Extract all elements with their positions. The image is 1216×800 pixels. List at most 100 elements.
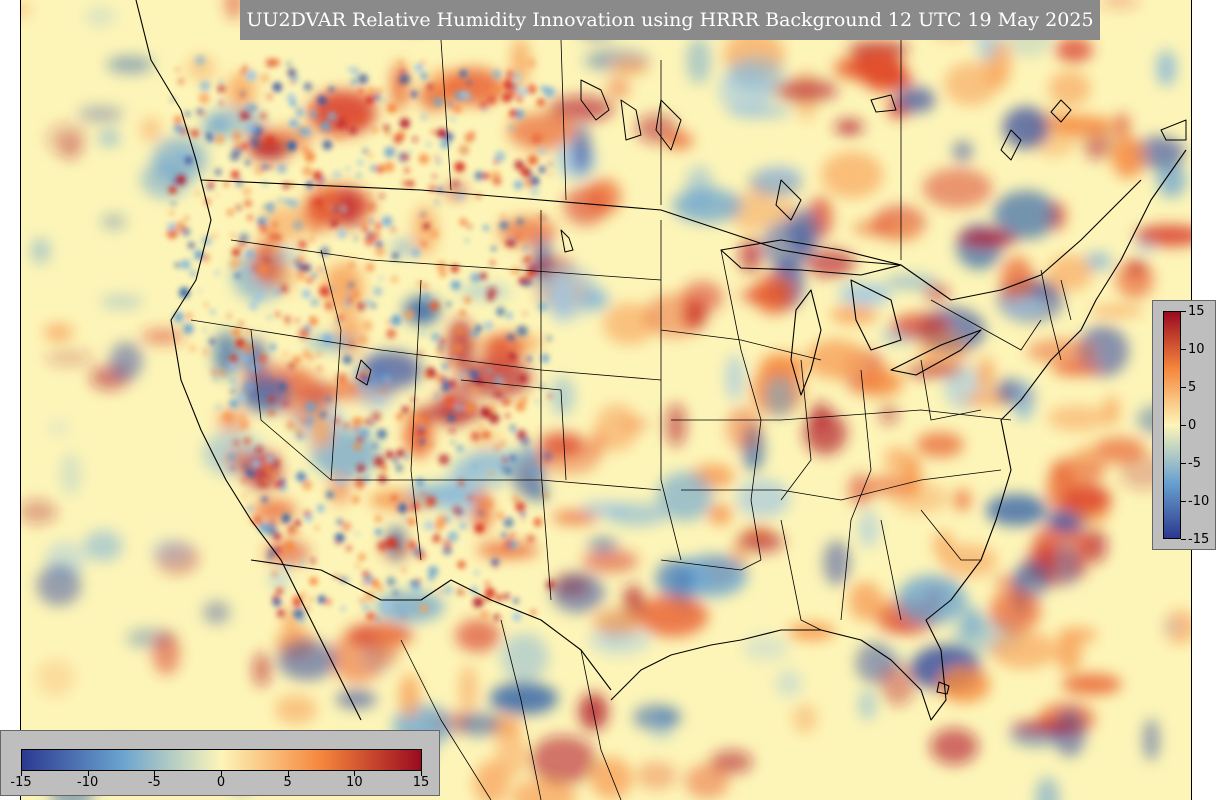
field-blob <box>109 342 143 381</box>
field-speck <box>180 259 191 270</box>
field-blob <box>61 134 80 162</box>
field-speck <box>425 495 437 507</box>
field-speck <box>479 425 483 429</box>
field-blob <box>77 105 124 123</box>
field-speck <box>542 216 547 221</box>
field-speck <box>459 522 467 530</box>
field-speck <box>175 67 180 72</box>
field-speck <box>540 384 545 389</box>
field-speck <box>459 218 468 227</box>
field-speck <box>258 219 264 225</box>
field-speck <box>446 301 452 307</box>
field-speck <box>493 614 500 621</box>
field-blob <box>664 131 694 150</box>
field-speck <box>240 477 248 484</box>
field-speck <box>214 270 220 276</box>
field-blob <box>1082 128 1114 161</box>
field-speck <box>516 96 523 103</box>
field-speck <box>419 438 426 445</box>
field-blob <box>457 712 500 737</box>
field-speck <box>336 372 348 383</box>
field-speck <box>326 416 334 423</box>
field-speck <box>201 235 212 247</box>
field-blob <box>858 689 877 721</box>
field-speck <box>538 302 548 311</box>
field-speck <box>286 61 292 67</box>
field-speck <box>331 286 335 291</box>
field-speck <box>249 124 259 134</box>
field-speck <box>420 331 426 337</box>
field-blob <box>476 542 539 559</box>
field-speck <box>384 146 396 158</box>
field-speck <box>301 145 309 154</box>
field-speck <box>215 134 225 144</box>
field-speck <box>522 274 533 284</box>
field-speck <box>386 537 398 549</box>
field-speck <box>239 69 247 77</box>
field-speck <box>234 272 240 279</box>
colorbar-vertical-tick <box>1181 501 1186 502</box>
field-blob <box>606 77 630 100</box>
field-speck <box>410 501 421 511</box>
field-blob <box>838 282 892 306</box>
field-speck <box>190 270 196 277</box>
field-speck <box>376 165 385 174</box>
field-blob <box>1156 49 1177 87</box>
field-speck <box>191 129 199 138</box>
field-speck <box>491 85 502 95</box>
field-speck <box>258 522 270 534</box>
field-blob <box>923 284 950 301</box>
field-speck <box>245 468 255 478</box>
field-speck <box>195 55 206 66</box>
field-speck <box>322 333 333 345</box>
field-blob <box>140 328 185 345</box>
florida-lake <box>936 681 950 695</box>
field-speck <box>449 428 456 434</box>
field-speck <box>444 396 456 408</box>
field-speck <box>495 307 506 317</box>
field-speck <box>427 442 433 448</box>
field-blob <box>100 214 127 230</box>
field-speck <box>334 533 345 543</box>
field-speck <box>467 80 473 86</box>
field-blob <box>1092 436 1146 464</box>
field-speck <box>292 355 302 365</box>
field-speck <box>348 116 355 123</box>
field-speck <box>381 98 386 103</box>
field-blob <box>572 124 591 174</box>
field-speck <box>401 406 410 414</box>
field-speck <box>204 303 209 308</box>
field-speck <box>357 88 365 95</box>
field-speck <box>266 93 273 100</box>
field-blob <box>635 761 678 790</box>
field-speck <box>426 142 431 147</box>
field-speck <box>304 151 316 163</box>
field-speck <box>242 343 254 355</box>
field-speck <box>354 236 358 241</box>
field-speck <box>399 73 411 85</box>
field-speck <box>362 475 371 483</box>
field-speck <box>547 394 552 398</box>
field-speck <box>346 166 350 171</box>
field-speck <box>422 293 430 300</box>
field-speck <box>346 578 350 582</box>
field-speck <box>436 155 440 159</box>
field-speck <box>245 160 250 166</box>
field-speck <box>231 248 241 257</box>
colorbar-vertical-tick-label: 5 <box>1188 380 1197 395</box>
humidity-innovation-map <box>21 0 1191 800</box>
field-speck <box>268 409 275 416</box>
field-speck <box>515 501 526 513</box>
field-speck <box>265 454 275 464</box>
field-blob <box>1156 162 1187 198</box>
field-speck <box>403 309 415 321</box>
field-speck <box>520 436 531 447</box>
field-speck <box>356 464 366 473</box>
field-speck <box>526 534 536 544</box>
field-speck <box>272 82 283 93</box>
field-speck <box>506 342 512 348</box>
state-lines <box>190 39 1072 800</box>
field-speck <box>370 165 377 172</box>
field-speck <box>238 260 242 264</box>
field-speck <box>383 375 391 383</box>
